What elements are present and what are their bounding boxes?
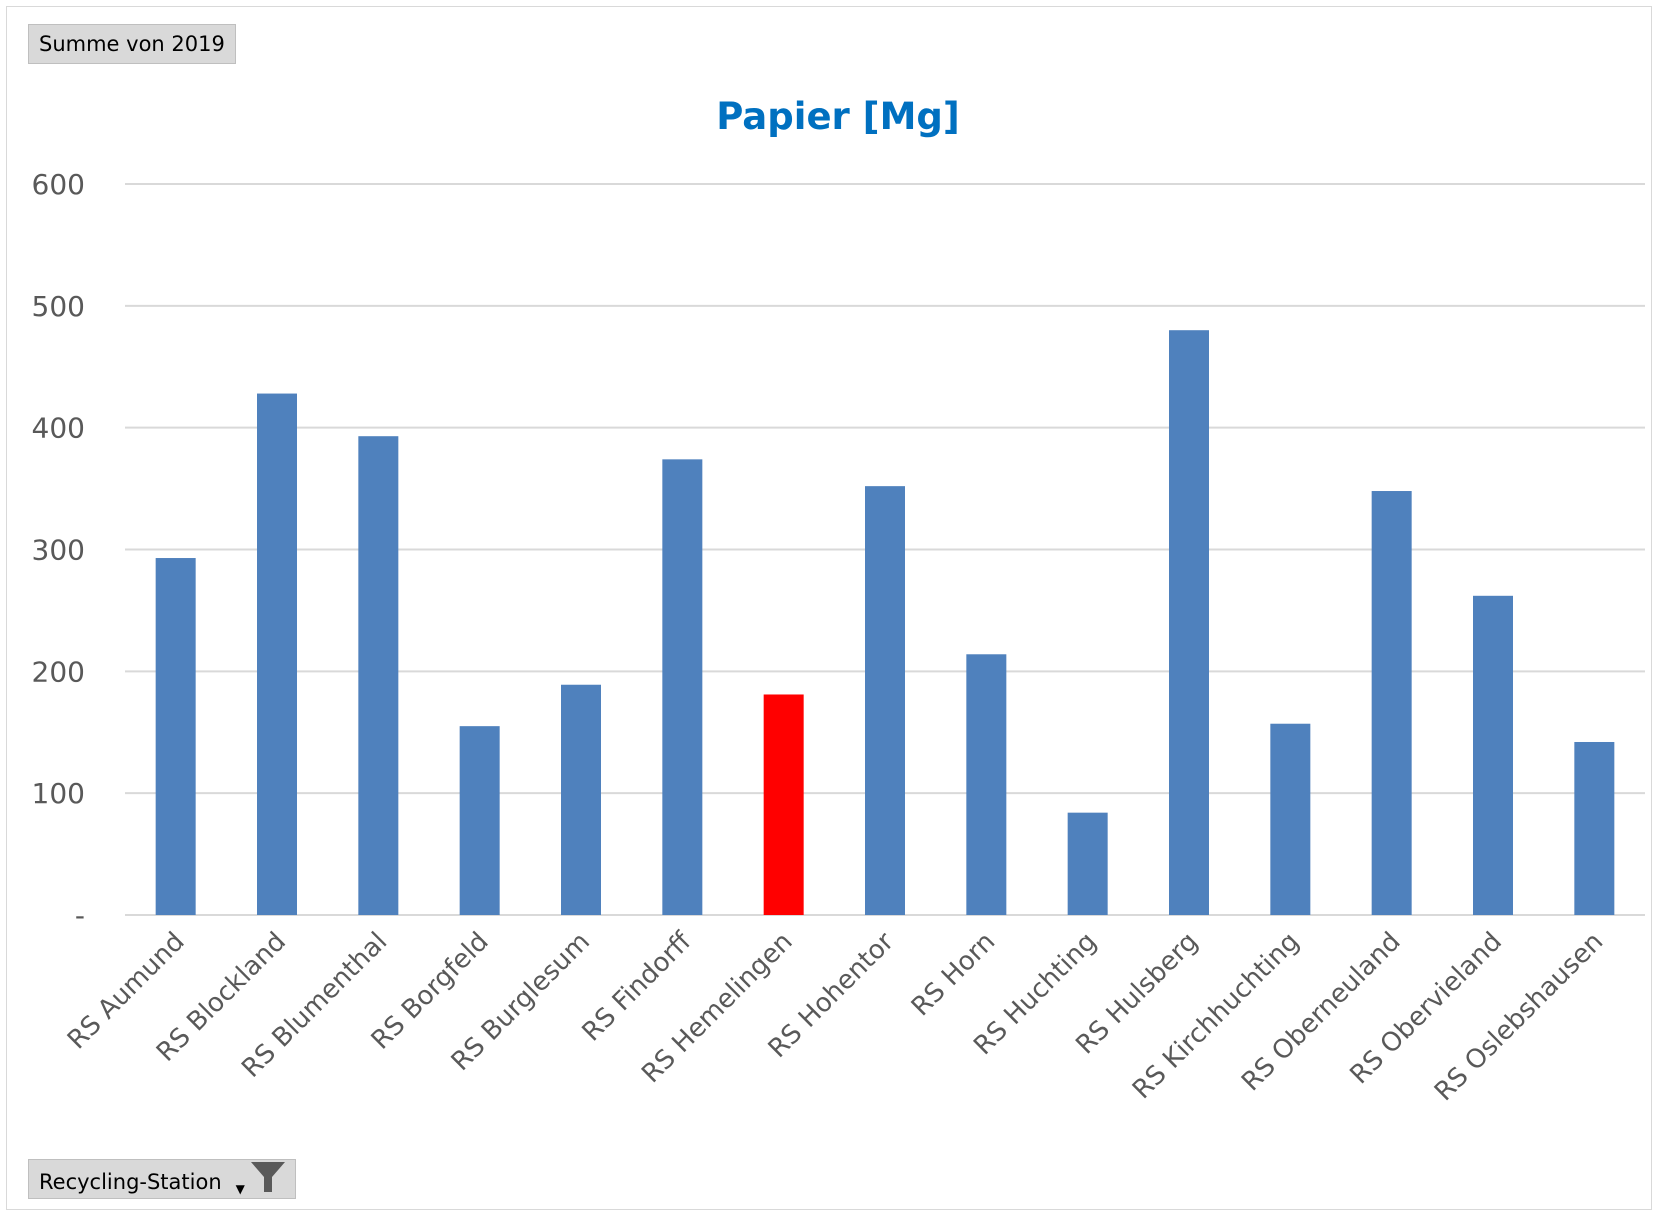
bar — [1574, 741, 1615, 915]
y-tick-label: - — [75, 899, 85, 932]
value-field-label: Summe von 2019 — [39, 32, 225, 56]
y-tick-label: 500 — [32, 290, 85, 323]
bars — [155, 330, 1615, 915]
y-tick-label: 300 — [32, 534, 85, 567]
y-tick-label: 400 — [32, 412, 85, 445]
bar — [763, 694, 804, 915]
filter-funnel-icon[interactable] — [249, 1160, 287, 1206]
y-tick-label: 200 — [32, 655, 85, 688]
y-tick-label: 600 — [32, 168, 85, 201]
x-tick-label: RS Oslebshausen — [1429, 927, 1609, 1107]
dropdown-arrow-icon[interactable]: ▼ — [235, 1182, 245, 1196]
row-field-label: Recycling-Station — [39, 1170, 222, 1194]
bar — [155, 558, 196, 915]
y-tick-label: 100 — [32, 777, 85, 810]
bar — [1067, 812, 1108, 915]
bar — [1371, 491, 1412, 915]
bar — [459, 726, 500, 915]
row-field-filter-button[interactable]: Recycling-Station ▼ — [28, 1159, 296, 1199]
bar — [865, 486, 905, 915]
value-field-button[interactable]: Summe von 2019 — [28, 24, 236, 64]
bar — [1473, 595, 1513, 915]
x-tick-label: RS Kirchhuchting — [1127, 927, 1305, 1105]
bar — [1169, 330, 1209, 915]
bar — [662, 459, 703, 915]
bar — [1270, 723, 1311, 915]
y-axis: - 100 200 300 400 500 600 — [32, 168, 85, 932]
chart-title: Papier [Mg] — [716, 95, 960, 138]
bar — [561, 684, 601, 915]
bar — [257, 393, 297, 915]
bar — [358, 436, 399, 915]
bar — [966, 654, 1007, 915]
x-tick-label: RS Horn — [906, 927, 1001, 1022]
